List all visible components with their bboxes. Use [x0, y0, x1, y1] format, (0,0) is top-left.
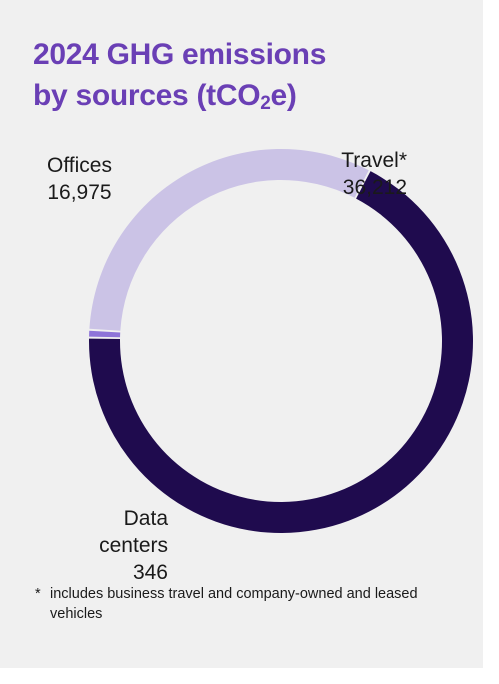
donut-chart: [88, 149, 473, 533]
label-offices-value: 16,975: [47, 181, 112, 204]
footnote-marker: *: [35, 586, 41, 602]
label-data-centers-line2: centers: [99, 534, 168, 557]
footnote-text: includes business travel and company-own…: [50, 586, 418, 622]
label-data-centers: Data centers 346: [88, 505, 168, 586]
label-data-centers-line1: Data: [123, 507, 168, 530]
label-travel-value: 36,212: [342, 176, 407, 199]
title-subscript: 2: [260, 93, 271, 114]
label-travel-name: Travel*: [341, 149, 407, 172]
donut-slice-data-centers: [89, 330, 121, 338]
title-line-1: 2024 GHG emissions: [33, 38, 327, 71]
chart-title: 2024 GHG emissions by sources (tCO2e): [33, 34, 326, 116]
footnote: * includes business travel and company-o…: [35, 584, 465, 624]
donut-slice-offices: [89, 149, 369, 331]
chart-card: 2024 GHG emissions by sources (tCO2e) Tra…: [0, 0, 483, 668]
label-travel: Travel* 36,212: [341, 147, 407, 201]
label-offices-name: Offices: [47, 154, 112, 177]
label-data-centers-value: 346: [132, 561, 168, 584]
title-line-2-suffix: e): [270, 79, 297, 112]
title-line-2-prefix: by sources (tCO: [33, 79, 261, 112]
label-offices: Offices 16,975: [47, 152, 112, 206]
